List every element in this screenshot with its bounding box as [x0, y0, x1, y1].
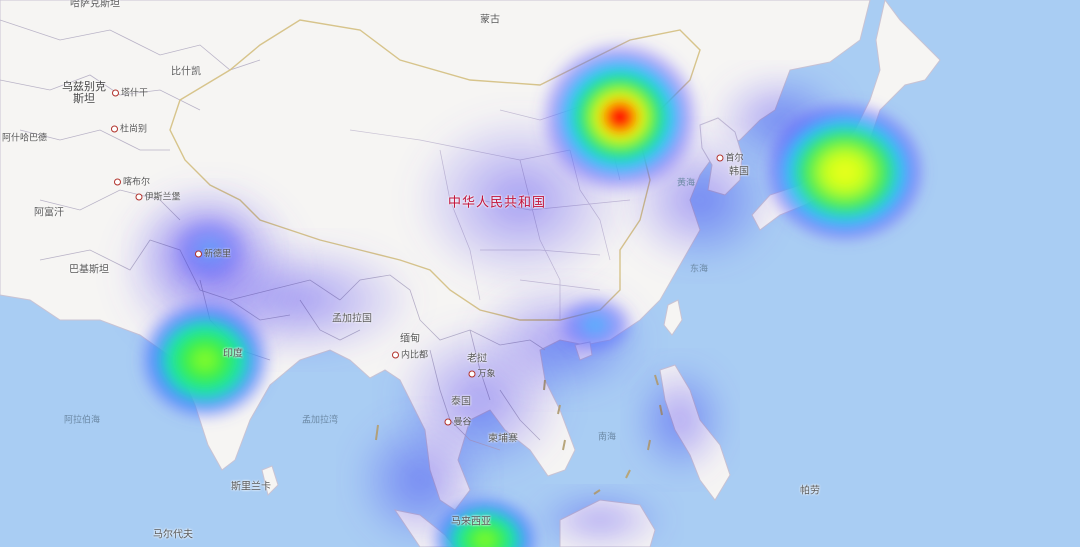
- city-dot-icon: [716, 154, 724, 162]
- city-dot-icon: [111, 89, 119, 97]
- city-newdelhi: 新德里: [194, 247, 231, 260]
- city-dot-icon: [468, 370, 476, 378]
- label-laos: 老挝: [467, 353, 487, 365]
- label-pakistan: 巴基斯坦: [69, 264, 109, 276]
- label-bangladesh: 孟加拉国: [332, 313, 372, 325]
- hotspot-beijing: [538, 39, 702, 195]
- landmass-srilanka: [261, 465, 279, 496]
- label-malaysia: 马来西亚: [451, 516, 491, 528]
- label-china: 中华人民共和国: [447, 194, 547, 210]
- hotspot-malaysia: [430, 495, 540, 547]
- landmass-taiwan: [663, 299, 683, 336]
- city-dot-icon: [194, 250, 202, 258]
- label-kyrgyz: 比什凯: [171, 66, 201, 78]
- label-mongolia: 蒙古: [480, 14, 500, 26]
- label-palau: 帕劳: [800, 485, 820, 497]
- label-yellow-sea: 黄海: [676, 177, 696, 188]
- hotspot-japan: [763, 100, 927, 244]
- label-myanmar: 缅甸: [400, 333, 420, 345]
- city-tashkent: 塔什干: [111, 86, 148, 99]
- label-arabian-sea: 阿拉伯海: [63, 414, 101, 425]
- city-naypyidaw: 内比都: [391, 348, 428, 361]
- hotspot-newdelhi: [170, 215, 250, 285]
- city-dot-icon: [113, 178, 121, 186]
- label-south-sea: 南海: [597, 431, 617, 442]
- label-kazakhstan: 哈萨克斯坦: [70, 0, 120, 10]
- city-seoul: 首尔: [716, 151, 744, 164]
- city-ashgabat: 阿什哈巴德: [1, 132, 48, 143]
- hotspot-india-west: [137, 298, 273, 422]
- heat-hotspots: [137, 39, 927, 547]
- label-thailand: 泰国: [451, 396, 471, 408]
- label-srilanka: 斯里兰卡: [231, 481, 271, 493]
- city-dushanbe: 杜尚别: [110, 122, 147, 135]
- label-bay-bengal: 孟加拉湾: [301, 414, 339, 425]
- city-dot-icon: [110, 125, 118, 133]
- label-maldives: 马尔代夫: [153, 529, 193, 541]
- city-dot-icon: [444, 418, 452, 426]
- label-india: 印度: [223, 348, 243, 360]
- label-uzbekistan: 乌兹别克 斯坦: [62, 81, 106, 105]
- hotspot-guangdong: [555, 295, 635, 355]
- city-dot-icon: [135, 193, 143, 201]
- city-dot-icon: [391, 351, 399, 359]
- city-kabul: 喀布尔: [113, 175, 150, 188]
- label-east-sea: 东海: [689, 263, 709, 274]
- label-cambodia: 柬埔寨: [488, 433, 518, 445]
- city-islamabad: 伊斯兰堡: [135, 190, 181, 203]
- city-vientiane: 万象: [468, 367, 496, 380]
- label-korea: 韩国: [729, 166, 749, 178]
- label-afghanistan: 阿富汗: [34, 207, 64, 219]
- city-bangkok: 曼谷: [444, 415, 472, 428]
